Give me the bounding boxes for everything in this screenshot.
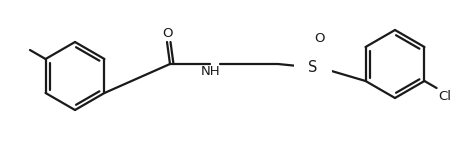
Text: NH: NH	[201, 65, 220, 78]
Text: O: O	[314, 32, 325, 45]
Text: O: O	[163, 27, 173, 40]
Text: S: S	[307, 59, 317, 74]
Text: Cl: Cl	[438, 90, 450, 103]
